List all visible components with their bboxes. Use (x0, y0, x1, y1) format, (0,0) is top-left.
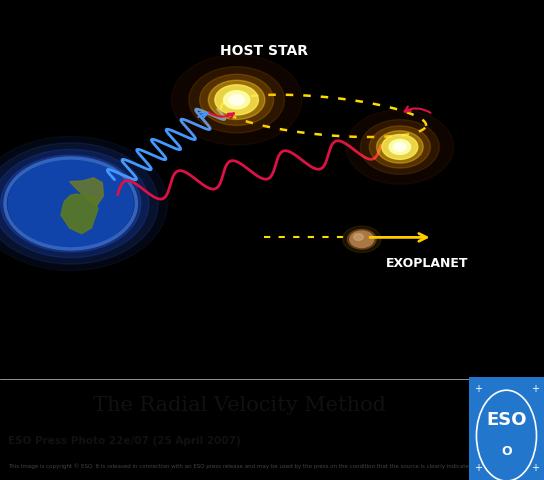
Circle shape (348, 229, 376, 249)
Circle shape (346, 109, 454, 184)
Text: ESO: ESO (486, 411, 527, 429)
Circle shape (0, 136, 168, 271)
Text: +: + (474, 384, 482, 394)
Circle shape (343, 226, 381, 252)
Circle shape (350, 231, 374, 248)
Polygon shape (70, 178, 103, 205)
Text: HOST STAR: HOST STAR (220, 44, 308, 58)
FancyBboxPatch shape (469, 377, 544, 480)
Text: O: O (501, 444, 512, 457)
Circle shape (8, 160, 133, 247)
Circle shape (382, 134, 418, 159)
Text: This image is copyright © ESO. It is released in connection with an ESO press re: This image is copyright © ESO. It is rel… (8, 464, 514, 469)
Circle shape (0, 149, 149, 258)
Circle shape (171, 55, 302, 145)
Circle shape (376, 131, 423, 163)
Circle shape (389, 140, 411, 155)
Circle shape (360, 120, 440, 174)
Circle shape (189, 67, 285, 133)
Circle shape (1, 155, 141, 252)
Circle shape (0, 143, 158, 264)
Circle shape (229, 95, 244, 105)
Circle shape (369, 126, 430, 168)
Circle shape (208, 80, 265, 120)
Text: EXOPLANET: EXOPLANET (386, 257, 468, 270)
Circle shape (393, 143, 406, 151)
Text: +: + (531, 384, 539, 394)
Text: +: + (531, 463, 539, 473)
Text: +: + (474, 463, 482, 473)
Circle shape (200, 74, 274, 125)
Text: ESO Press Photo 22e/07 (25 April 2007): ESO Press Photo 22e/07 (25 April 2007) (8, 436, 241, 446)
Circle shape (354, 234, 363, 240)
Circle shape (224, 91, 250, 109)
Circle shape (215, 85, 258, 115)
Text: The Radial Velocity Method: The Radial Velocity Method (93, 396, 386, 415)
Polygon shape (61, 194, 98, 234)
